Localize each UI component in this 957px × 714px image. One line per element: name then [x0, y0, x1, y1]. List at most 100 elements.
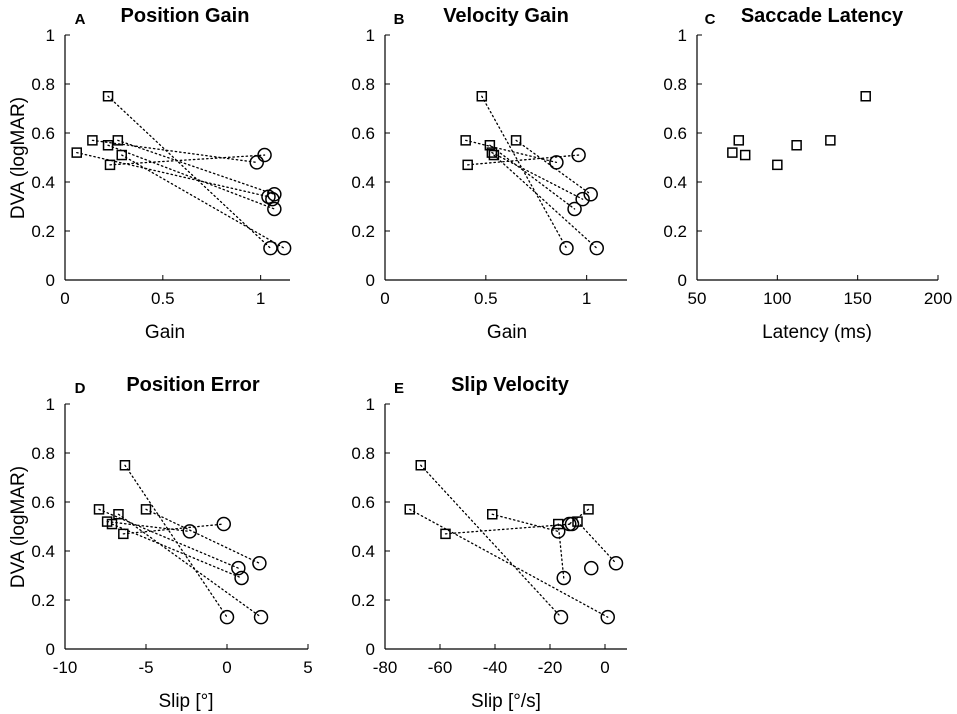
y-tick-label: 0.8: [31, 75, 55, 94]
circle-marker: [575, 191, 590, 207]
panel-title: Position Error: [126, 374, 260, 396]
plot-area: 0 0.2 0.4 0.6 0.8 1 -10 -5 0 5: [31, 395, 312, 677]
y-tick-label: 0.6: [351, 124, 375, 143]
square-marker: [460, 135, 471, 146]
connector-line: [491, 151, 584, 200]
square-marker: [462, 159, 473, 171]
square-marker: [486, 147, 498, 158]
square-marker: [113, 509, 124, 520]
x-tick-label: -60: [428, 658, 453, 677]
connector-line: [111, 523, 243, 579]
y-tick-label: 0.6: [351, 493, 375, 512]
x-axis-label: Slip [°]: [158, 691, 213, 712]
y-tick-label: 1: [46, 26, 55, 45]
panel-title: Saccade Latency: [741, 5, 904, 27]
y-tick-label: 0.2: [351, 222, 375, 241]
square-marker: [140, 504, 152, 515]
x-axis-label: Gain: [487, 322, 527, 343]
panel-letter: C: [705, 11, 716, 28]
connector-line: [98, 508, 239, 569]
x-tick-label: 0: [222, 658, 231, 677]
circle-marker: [549, 155, 564, 170]
connector-line: [122, 523, 225, 535]
panel-letter: D: [75, 380, 86, 397]
y-tick-label: 0: [46, 640, 55, 659]
panel-velocity-gain: B Velocity Gain Gain 0 0.2 0.4 0.6 0.8 1 0 0.5 1: [351, 5, 627, 343]
circle-marker: [252, 556, 267, 571]
circle-marker: [253, 609, 269, 625]
circle-marker: [559, 240, 574, 256]
circle-marker: [182, 524, 197, 539]
square-marker: [510, 135, 522, 146]
square-marker: [106, 518, 118, 530]
y-tick-label: 1: [46, 395, 55, 414]
plot-area: 0 0.2 0.4 0.6 0.8 1 0 0.5 1: [351, 26, 627, 308]
circle-marker: [219, 609, 235, 625]
square-marker: [860, 91, 871, 102]
y-tick-label: 1: [366, 395, 375, 414]
circle-marker: [553, 609, 569, 625]
y-tick-label: 0.8: [351, 75, 375, 94]
circle-marker: [216, 516, 232, 532]
circle-marker: [267, 187, 282, 202]
panel-position-error: D Position Error Slip [°] DVA (logMAR) 0…: [8, 374, 313, 712]
y-tick-label: 0: [366, 640, 375, 659]
square-marker: [772, 159, 783, 171]
x-tick-label: 150: [843, 289, 871, 308]
panel-title: Slip Velocity: [451, 374, 570, 396]
connector-line: [107, 95, 272, 249]
square-marker: [791, 140, 802, 151]
connector-line: [145, 508, 261, 564]
connector-line: [106, 520, 191, 533]
x-tick-label: 0.5: [474, 289, 498, 308]
square-marker: [825, 135, 836, 146]
y-tick-label: 0.2: [351, 591, 375, 610]
square-marker: [119, 460, 131, 471]
x-tick-label: -5: [138, 658, 153, 677]
y-axis-label: DVA (logMAR): [8, 466, 29, 588]
x-axis-label: Latency (ms): [762, 322, 872, 343]
plot-area: 0 0.2 0.4 0.6 0.8 1 -80 -60 -40 -20 0: [351, 395, 627, 677]
square-marker: [583, 504, 594, 515]
panel-letter: E: [394, 380, 404, 397]
square-marker: [93, 504, 105, 515]
square-marker: [488, 149, 500, 161]
x-tick-label: -10: [53, 658, 78, 677]
square-marker: [118, 528, 129, 540]
square-marker: [440, 528, 451, 540]
circle-marker: [231, 560, 246, 576]
x-tick-label: 0: [600, 658, 609, 677]
x-tick-label: -40: [483, 658, 508, 677]
y-tick-label: 0.8: [663, 75, 687, 94]
square-marker: [71, 147, 82, 158]
square-marker: [487, 509, 498, 520]
connector-line: [568, 508, 590, 525]
panel-title: Velocity Gain: [443, 5, 569, 27]
panel-letter: A: [75, 11, 86, 28]
circle-marker: [267, 201, 282, 217]
x-tick-label: 1: [582, 289, 591, 308]
connector-line: [481, 95, 568, 249]
connector-line: [557, 523, 565, 579]
circle-marker: [249, 155, 264, 170]
x-tick-label: -80: [373, 658, 398, 677]
y-tick-label: 0.6: [31, 493, 55, 512]
panel-saccade-latency: C Saccade Latency Latency (ms) 0 0.2 0.4 0.…: [663, 5, 952, 343]
square-marker: [733, 135, 745, 146]
connector-line: [91, 139, 258, 164]
circle-marker: [257, 147, 272, 163]
y-tick-label: 0: [366, 271, 375, 290]
y-tick-label: 0.8: [31, 444, 55, 463]
x-tick-label: -20: [538, 658, 563, 677]
circle-marker: [571, 147, 586, 163]
square-marker: [484, 140, 496, 151]
circle-marker: [600, 609, 615, 625]
panel-slip-velocity: E Slip Velocity Slip [°/s] 0 0.2 0.4 0.6 0.8…: [351, 374, 627, 712]
connector-line: [515, 139, 592, 195]
panel-letter: B: [394, 11, 405, 28]
y-tick-label: 0.2: [663, 222, 687, 241]
square-marker: [102, 91, 114, 102]
panel-title: Position Gain: [121, 5, 250, 27]
